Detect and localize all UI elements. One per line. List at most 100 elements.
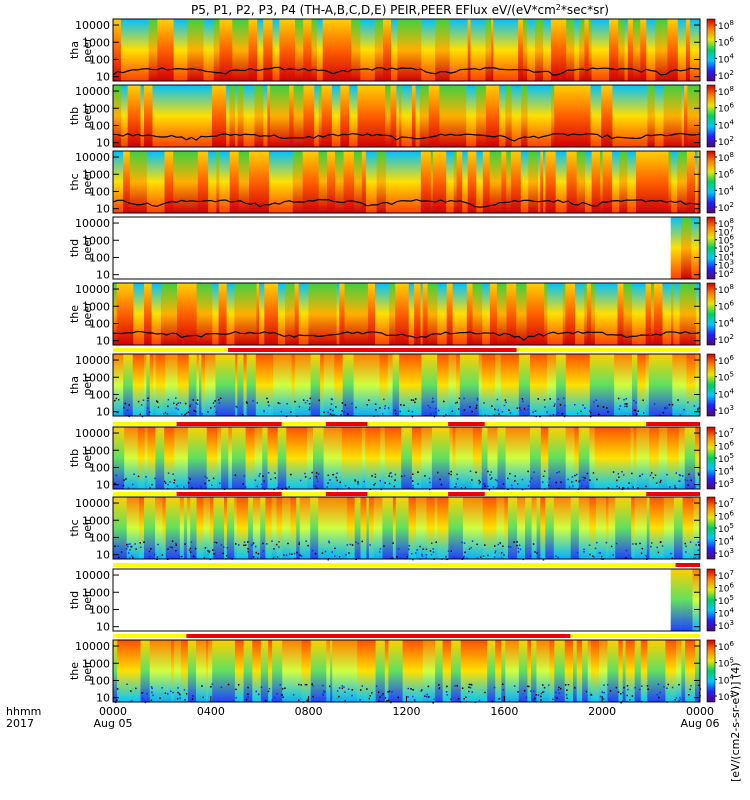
spectrogram-speck: [117, 545, 119, 547]
spectrogram-strip: [610, 427, 621, 489]
colorbar-tick-label: 108: [718, 19, 734, 32]
spectrogram-strip: [234, 640, 244, 702]
spectrogram-speck: [602, 406, 605, 408]
spectrogram-strip: [229, 151, 240, 213]
spectrogram-speck: [557, 689, 560, 691]
spectrogram-speck: [496, 398, 499, 401]
spectrogram-speck: [188, 477, 191, 479]
spectrogram-speck: [341, 402, 344, 404]
spectrogram-strip: [205, 85, 213, 147]
spectrogram-speck: [678, 480, 680, 482]
spectrogram-strip: [272, 19, 280, 81]
spectrogram-speck: [391, 690, 393, 693]
spectrogram-strip: [385, 151, 397, 213]
spectrogram-speck: [634, 687, 636, 689]
spectrogram-speck: [593, 556, 595, 558]
spectrogram-strip: [675, 569, 681, 631]
spectrogram-speck: [332, 473, 334, 476]
spectrogram-speck: [215, 542, 218, 544]
spectrogram-speck: [219, 397, 222, 399]
spectrogram-strip: [162, 497, 167, 559]
colorbar-tick-label: 103: [718, 477, 734, 490]
spectrogram-strip: [387, 354, 393, 416]
spectrogram-strip: [140, 640, 151, 702]
spectrogram-strip: [287, 19, 296, 81]
spectrogram-speck: [153, 553, 156, 556]
spectrogram-speck: [318, 473, 320, 475]
spectrogram-strip: [124, 283, 134, 345]
spectrogram-speck: [663, 407, 666, 410]
spectrogram-speck: [456, 478, 459, 480]
spectrogram-strip: [623, 354, 633, 416]
spectrogram-strip: [314, 85, 320, 147]
y-tick-label: 10000: [75, 151, 110, 164]
spectrogram-speck: [339, 481, 341, 484]
spectrogram-strip: [562, 85, 570, 147]
spectrogram-speck: [336, 479, 338, 482]
spectrogram-strip: [196, 640, 207, 702]
spectrogram-strip: [290, 640, 302, 702]
spectrogram-speck: [678, 683, 680, 686]
spectrogram-speck: [445, 691, 448, 693]
spectrogram-speck: [150, 548, 152, 550]
spectrogram-strip: [196, 354, 200, 416]
spectrogram-speck: [193, 409, 195, 412]
spectrogram-speck: [268, 688, 271, 690]
y-tick-label: 100: [89, 461, 110, 474]
y-tick-label: 100: [89, 674, 110, 687]
spectrogram-strip: [206, 640, 209, 702]
spectrogram-strip: [632, 85, 643, 147]
spectrogram-speck: [394, 473, 397, 476]
spectrogram-strip: [430, 151, 434, 213]
spectrogram-strip: [597, 497, 607, 559]
y-tick-label: 10: [96, 406, 110, 419]
spectrogram-speck: [471, 410, 473, 413]
spectrogram-strip: [277, 427, 283, 489]
spectrogram-strip: [669, 497, 675, 559]
spectrogram-strip: [129, 151, 141, 213]
spectrogram-speck: [175, 544, 177, 546]
spectrogram-speck: [179, 697, 181, 699]
spectrogram-strip: [260, 640, 269, 702]
spectrogram-speck: [586, 486, 588, 488]
spectrogram-speck: [685, 545, 687, 548]
spectrogram-speck: [156, 556, 159, 558]
spectrogram-speck: [412, 480, 414, 482]
spectrogram-speck: [322, 684, 324, 687]
sc-potential-line: [112, 132, 701, 142]
spectrogram-strip: [155, 354, 166, 416]
spectrogram-strip: [263, 19, 273, 81]
spectrogram-speck: [493, 414, 496, 417]
spectrogram-speck: [298, 543, 300, 545]
spectrogram-speck: [185, 412, 188, 415]
spectrogram-speck: [695, 544, 697, 546]
spectrogram-speck: [429, 481, 431, 484]
spectrogram-strip: [120, 19, 129, 81]
spectrogram-strip: [243, 151, 250, 213]
spectrogram-speck: [304, 684, 306, 686]
spectrogram-speck: [403, 475, 406, 477]
spectrogram-strip: [318, 497, 325, 559]
spectrogram-speck: [466, 557, 468, 560]
spectrogram-speck: [268, 404, 270, 407]
spectrogram-speck: [484, 544, 486, 546]
spectrogram-strip: [360, 497, 367, 559]
spectrogram-speck: [437, 471, 439, 474]
panel-instrument-label: peer: [81, 37, 94, 63]
spectrogram-thd-peer: [670, 217, 701, 279]
spectrogram-speck: [204, 547, 207, 549]
spectrogram-strip: [535, 151, 539, 213]
spectrogram-strip: [380, 427, 386, 489]
spectrogram-speck: [615, 542, 618, 545]
spectrogram-speck: [220, 544, 223, 546]
spectrogram-speck: [534, 410, 537, 412]
spectrogram-strip: [449, 427, 453, 489]
spectrogram-strip: [632, 283, 640, 345]
spectrogram-speck: [652, 477, 655, 479]
spectrogram-speck: [575, 479, 577, 482]
spectrogram-strip: [177, 19, 188, 81]
spectrogram-speck: [455, 483, 457, 485]
panel-frame: [112, 568, 701, 632]
spectrogram-speck: [555, 414, 558, 416]
